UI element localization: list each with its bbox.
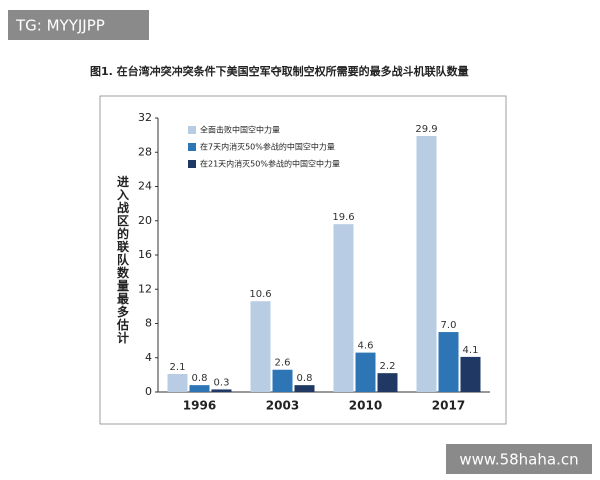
y-tick-label: 20 [138, 214, 152, 227]
bar [211, 389, 232, 392]
bar [355, 352, 376, 392]
value-label: 2.6 [275, 358, 291, 369]
watermark: TG: MYYJJPP [15, 17, 105, 35]
bar [438, 332, 459, 392]
legend-swatch [188, 126, 196, 134]
y-tick-label: 4 [145, 351, 152, 364]
watermark-box [446, 444, 592, 474]
legend-swatch [188, 160, 196, 168]
x-tick-label: 2003 [266, 399, 299, 413]
bar [377, 373, 398, 392]
value-label: 0.3 [214, 377, 230, 388]
y-axis-label: 进入战区的联队数量最多估计 [116, 174, 130, 344]
legend-label: 在7天内消灭50%参战的中国空中力量 [200, 142, 335, 152]
chart-frame [99, 95, 507, 425]
bar [416, 135, 437, 392]
chart-title: 图1. 在台湾冲突冲突条件下美国空军夺取制空权所需要的最多战斗机联队数量 [90, 64, 469, 78]
x-tick-label: 1996 [183, 399, 216, 413]
bar [189, 385, 210, 392]
legend-swatch [188, 143, 196, 151]
y-tick-label: 28 [138, 145, 152, 158]
value-label: 2.1 [170, 362, 186, 373]
y-tick-label: 16 [138, 248, 152, 261]
legend-label: 在21天内消灭50%参战的中国空中力量 [200, 159, 340, 169]
bar [460, 356, 481, 392]
y-tick-label: 0 [145, 385, 152, 398]
bar [333, 224, 354, 392]
value-label: 7.0 [441, 320, 457, 331]
value-label: 2.2 [380, 361, 396, 372]
bar [250, 301, 271, 392]
x-tick-label: 2010 [349, 399, 382, 413]
legend-label: 全面击败中国空中力量 [200, 125, 280, 135]
y-tick-label: 32 [138, 111, 152, 124]
y-tick-label: 24 [138, 180, 152, 193]
value-label: 4.6 [358, 341, 374, 352]
value-label: 29.9 [415, 124, 437, 135]
bar [294, 385, 315, 392]
y-tick-label: 12 [138, 282, 152, 295]
bar [272, 369, 293, 392]
bar [167, 374, 188, 392]
value-label: 10.6 [249, 289, 271, 300]
value-label: 19.6 [332, 212, 354, 223]
watermark-box [8, 10, 149, 40]
y-tick-label: 8 [145, 317, 152, 330]
value-label: 0.8 [297, 373, 313, 384]
watermark: www.58haha.cn [459, 451, 578, 469]
x-tick-label: 2017 [432, 399, 465, 413]
value-label: 0.8 [192, 373, 208, 384]
value-label: 4.1 [463, 345, 479, 356]
